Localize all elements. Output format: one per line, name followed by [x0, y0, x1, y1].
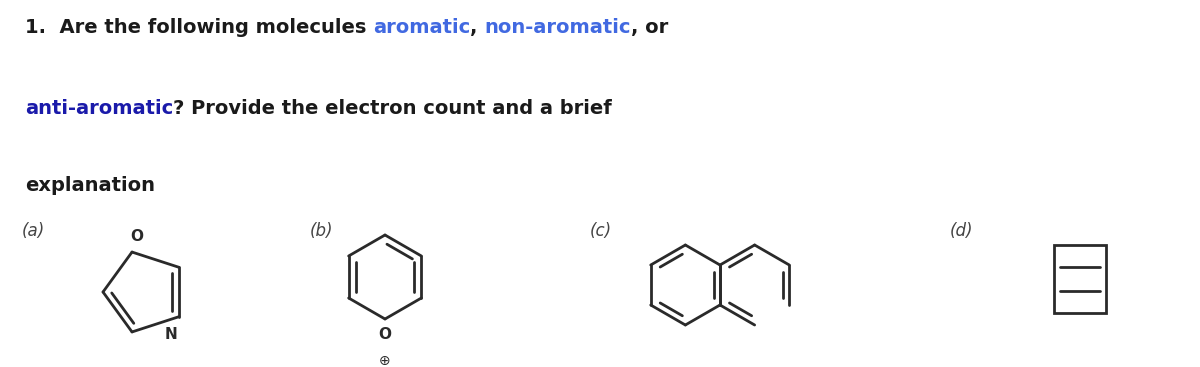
Text: ? Provide the electron count and a brief: ? Provide the electron count and a brief [173, 99, 612, 118]
Text: anti-aromatic: anti-aromatic [25, 99, 173, 118]
Text: O: O [378, 327, 391, 342]
Text: (c): (c) [590, 222, 612, 240]
Bar [1054, 245, 1106, 313]
Text: (a): (a) [22, 222, 46, 240]
Text: aromatic: aromatic [373, 18, 470, 37]
Text: , or: , or [631, 18, 668, 37]
Text: N: N [164, 327, 178, 342]
Text: ⊕: ⊕ [379, 354, 391, 367]
Text: 1.  Are the following molecules: 1. Are the following molecules [25, 18, 373, 37]
Text: (b): (b) [310, 222, 334, 240]
Text: O: O [131, 229, 144, 244]
Text: ,: , [470, 18, 485, 37]
Text: explanation: explanation [25, 176, 155, 195]
Text: non-aromatic: non-aromatic [485, 18, 631, 37]
Text: (d): (d) [950, 222, 973, 240]
